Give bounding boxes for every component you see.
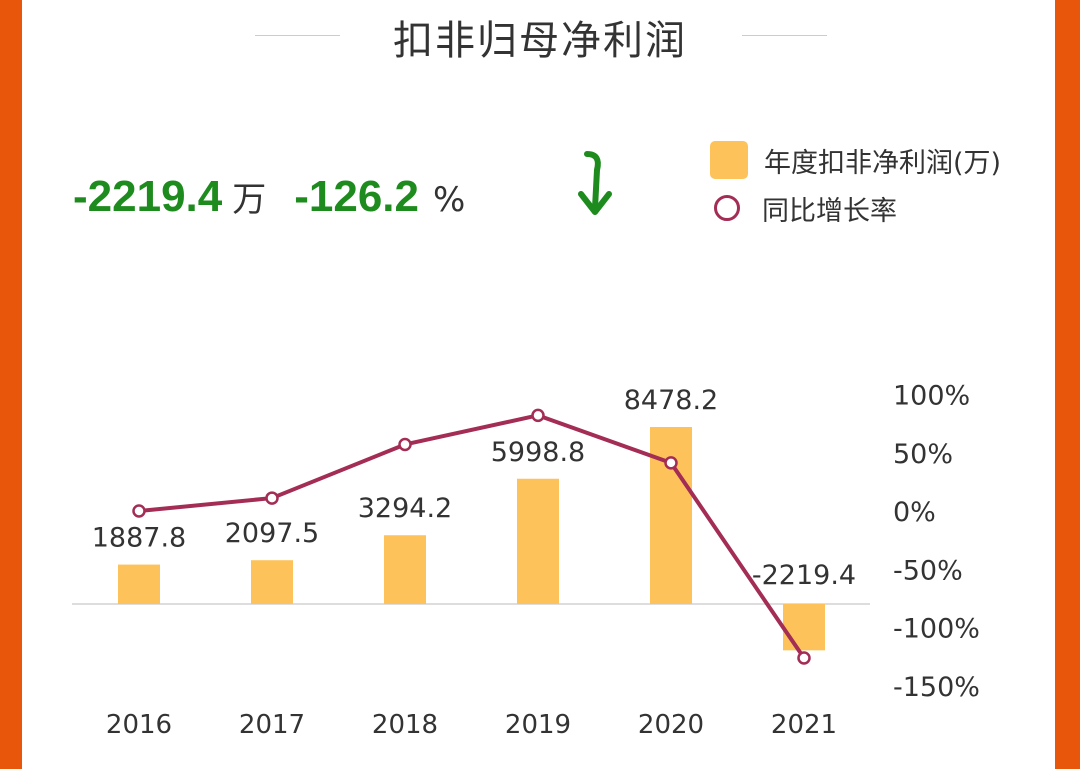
bar-2018	[384, 535, 426, 604]
y-right-tick: -150%	[893, 672, 980, 703]
summary-rate: -126.2	[294, 172, 419, 221]
legend-bar-swatch	[710, 141, 748, 179]
growth-point-2018	[398, 437, 412, 452]
legend-line-label: 同比增长率	[762, 195, 897, 227]
bar-label-2021: -2219.4	[752, 560, 856, 591]
chart-title: 扣非归母净利润	[393, 18, 687, 64]
x-tick-2020: 2020	[638, 710, 704, 740]
summary-value: -2219.4	[73, 172, 223, 221]
bar-2020	[650, 427, 692, 604]
growth-point-2019	[531, 408, 545, 423]
y-right-tick: 50%	[893, 439, 953, 470]
y-right-tick: -50%	[893, 555, 963, 586]
growth-point-2021	[797, 651, 811, 665]
x-tick-2018: 2018	[372, 710, 438, 740]
bar-label-2020: 8478.2	[624, 385, 718, 416]
summary: -2219.4 万 -126.2%	[73, 172, 493, 222]
y-right-tick: -100%	[893, 614, 980, 645]
x-tick-2017: 2017	[239, 710, 305, 740]
title-divider-right	[742, 35, 827, 36]
x-tick-2016: 2016	[106, 710, 172, 740]
bar-label-2019: 5998.8	[491, 437, 585, 468]
title-divider-left	[255, 35, 340, 36]
y-right-tick: 100%	[893, 381, 970, 412]
legend-item-bar[interactable]: 年度扣非净利润(万)	[710, 136, 1001, 184]
x-tick-2019: 2019	[505, 710, 571, 740]
bar-label-2016: 1887.8	[92, 523, 186, 554]
legend-bar-label: 年度扣非净利润(万)	[764, 147, 1002, 179]
bar-2019	[517, 478, 559, 604]
growth-point-2020	[664, 456, 678, 470]
x-tick-2021: 2021	[771, 710, 837, 740]
legend: 年度扣非净利润(万) 同比增长率	[710, 136, 1001, 232]
bar-2021	[783, 604, 825, 651]
growth-line	[138, 413, 806, 660]
summary-rate-unit: %	[433, 180, 466, 220]
bar-label-2018: 3294.2	[358, 493, 452, 524]
summary-value-unit: 万	[232, 180, 267, 220]
legend-item-line[interactable]: 同比增长率	[710, 184, 1001, 232]
growth-point-2017	[265, 491, 279, 505]
legend-line-marker	[714, 195, 740, 221]
bar-2016	[118, 564, 160, 604]
bar-2017	[251, 560, 293, 604]
bar-label-2017: 2097.5	[225, 518, 319, 549]
y-right-tick: 0%	[893, 497, 936, 528]
arrow-down-icon	[578, 151, 612, 215]
chart-card	[22, 0, 1055, 769]
growth-point-2016	[132, 504, 146, 518]
